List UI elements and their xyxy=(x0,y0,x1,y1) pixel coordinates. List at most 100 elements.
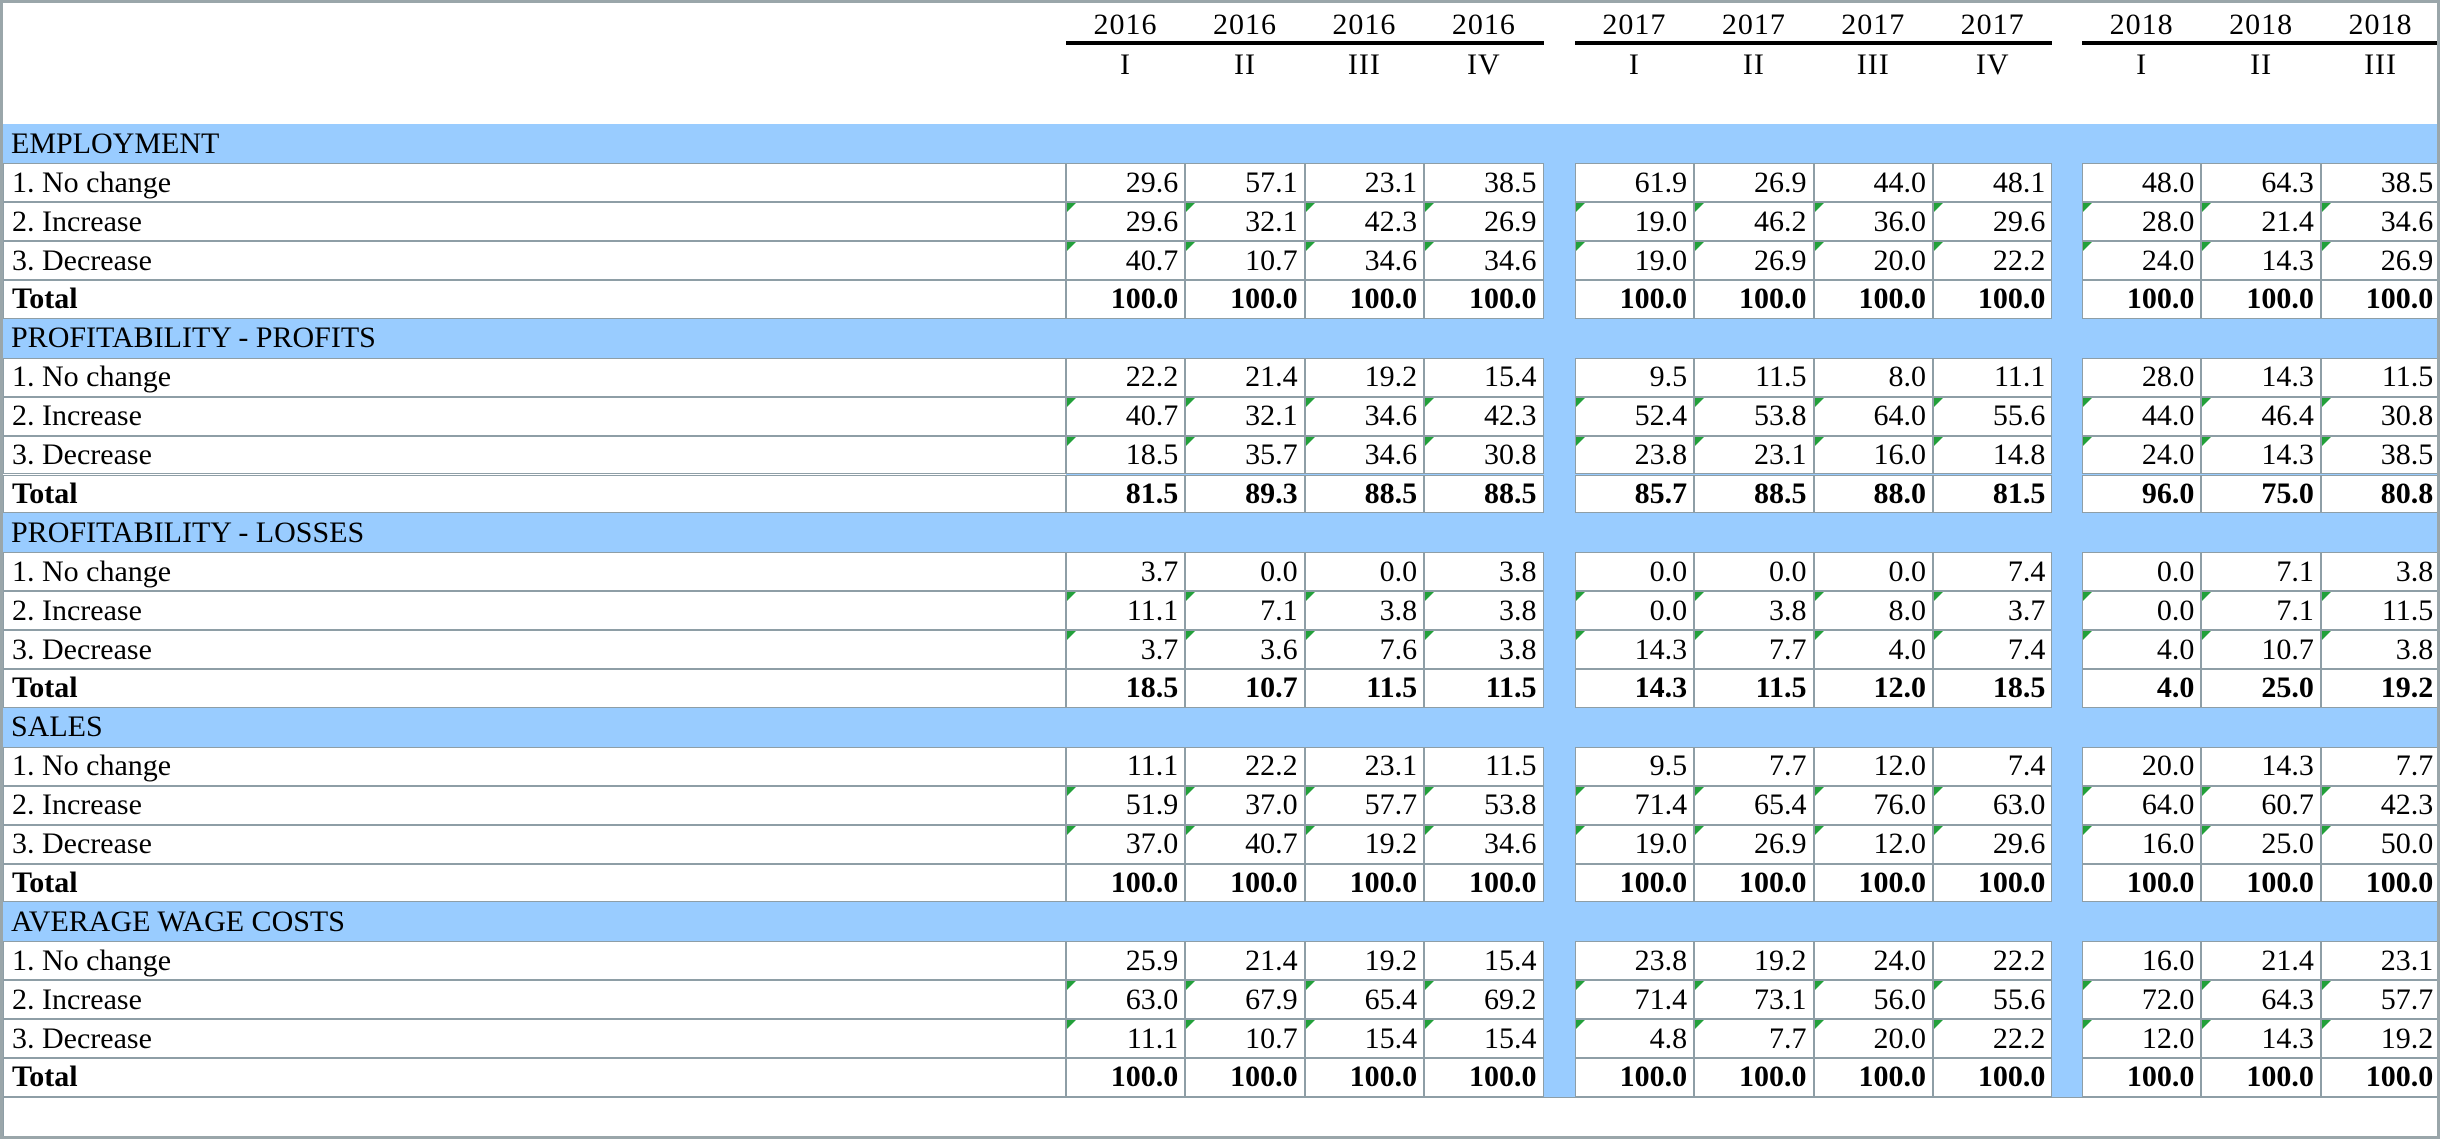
value-cell: 20.0 xyxy=(1813,1019,1933,1059)
value-cell: 23.8 xyxy=(1574,435,1695,475)
value-cell: 23.1 xyxy=(1304,746,1425,786)
value-cell: 19.0 xyxy=(1574,824,1695,864)
quarter-header: IV xyxy=(1467,48,1501,82)
value-cell: 76.0 xyxy=(1813,785,1933,825)
group-rule xyxy=(1574,41,2053,46)
value-cell: 29.6 xyxy=(1932,202,2053,242)
value-cell: 100.0 xyxy=(1813,863,1933,903)
value-cell: 11.5 xyxy=(1304,669,1425,708)
value-cell: 12.0 xyxy=(1813,669,1933,708)
value-cell: 64.0 xyxy=(1813,396,1933,436)
row-label: 3. Decrease xyxy=(3,435,1066,475)
value-cell: 20.0 xyxy=(2081,746,2202,786)
value-cell: 14.3 xyxy=(2201,1019,2321,1059)
row-label: 1. No change xyxy=(3,163,1066,203)
value-cell: 18.5 xyxy=(1065,669,1186,708)
value-cell: 100.0 xyxy=(2081,863,2202,903)
value-cell: 21.4 xyxy=(2201,202,2321,242)
value-cell: 24.0 xyxy=(1813,941,1933,981)
value-cell: 3.7 xyxy=(1065,552,1186,592)
value-cell: 15.4 xyxy=(1304,1019,1425,1059)
year-header: 2018 xyxy=(2229,7,2294,41)
value-cell: 22.2 xyxy=(1932,1019,2053,1059)
value-cell: 12.0 xyxy=(2081,1019,2202,1059)
value-cell: 40.7 xyxy=(1065,396,1186,436)
year-header: 2017 xyxy=(1721,7,1786,41)
value-cell: 38.5 xyxy=(1424,163,1544,203)
value-cell: 25.0 xyxy=(2201,669,2321,708)
value-cell: 100.0 xyxy=(1932,1058,2053,1097)
value-cell: 25.0 xyxy=(2201,824,2321,864)
value-cell: 100.0 xyxy=(1932,279,2053,319)
value-cell: 44.0 xyxy=(2081,396,2202,436)
year-header: 2016 xyxy=(1332,7,1397,41)
quarter-header: III xyxy=(1347,48,1381,82)
value-cell: 0.0 xyxy=(2081,552,2202,592)
value-cell: 10.7 xyxy=(1185,1019,1305,1059)
value-cell: 3.8 xyxy=(1424,630,1544,669)
value-cell: 29.6 xyxy=(1065,163,1186,203)
quarter-header: I xyxy=(2136,48,2148,82)
value-cell: 42.3 xyxy=(1424,396,1544,436)
value-cell: 3.8 xyxy=(2320,552,2437,592)
quarter-header: III xyxy=(1856,48,1890,82)
value-cell: 100.0 xyxy=(1932,863,2053,903)
value-cell: 35.7 xyxy=(1185,435,1305,475)
value-cell: 21.4 xyxy=(2201,941,2321,981)
value-cell: 7.4 xyxy=(1932,552,2053,592)
value-cell: 40.7 xyxy=(1065,241,1186,280)
value-cell: 88.5 xyxy=(1424,474,1544,514)
value-cell: 25.9 xyxy=(1065,941,1186,981)
value-cell: 34.6 xyxy=(1304,396,1425,436)
value-cell: 44.0 xyxy=(1813,163,1933,203)
value-cell: 14.3 xyxy=(1574,630,1695,669)
quarter-header: II xyxy=(2250,48,2273,82)
value-cell: 37.0 xyxy=(1065,824,1186,864)
value-cell: 28.0 xyxy=(2081,357,2202,397)
value-cell: 3.8 xyxy=(1304,591,1425,631)
value-cell: 34.6 xyxy=(1304,241,1425,280)
value-cell: 19.0 xyxy=(1574,241,1695,280)
value-cell: 11.1 xyxy=(1065,746,1186,786)
value-cell: 63.0 xyxy=(1065,980,1186,1020)
value-cell: 0.0 xyxy=(1574,591,1695,631)
value-cell: 51.9 xyxy=(1065,785,1186,825)
value-cell: 22.2 xyxy=(1185,746,1305,786)
value-cell: 22.2 xyxy=(1932,241,2053,280)
value-cell: 100.0 xyxy=(1694,1058,1814,1097)
row-label: 2. Increase xyxy=(3,785,1066,825)
value-cell: 4.0 xyxy=(1813,630,1933,669)
value-cell: 60.7 xyxy=(2201,785,2321,825)
value-cell: 57.1 xyxy=(1185,163,1305,203)
row-label: Total xyxy=(3,474,1066,514)
value-cell: 65.4 xyxy=(1694,785,1814,825)
value-cell: 85.7 xyxy=(1574,474,1695,514)
quarter-header: II xyxy=(1742,48,1765,82)
row-label: Total xyxy=(3,863,1066,903)
value-cell: 34.6 xyxy=(1304,435,1425,475)
value-cell: 9.5 xyxy=(1574,357,1695,397)
quarter-header: I xyxy=(1120,48,1132,82)
value-cell: 26.9 xyxy=(1424,202,1544,242)
value-cell: 16.0 xyxy=(2081,941,2202,981)
section-header: AVERAGE WAGE COSTS xyxy=(3,902,2437,942)
value-cell: 42.3 xyxy=(1304,202,1425,242)
value-cell: 89.3 xyxy=(1185,474,1305,514)
value-cell: 29.6 xyxy=(1932,824,2053,864)
value-cell: 23.1 xyxy=(2320,941,2437,981)
value-cell: 0.0 xyxy=(1304,552,1425,592)
value-cell: 14.3 xyxy=(2201,357,2321,397)
value-cell: 46.2 xyxy=(1694,202,1814,242)
value-cell: 7.4 xyxy=(1932,746,2053,786)
value-cell: 19.2 xyxy=(1694,941,1814,981)
value-cell: 100.0 xyxy=(1574,279,1695,319)
value-cell: 26.9 xyxy=(1694,824,1814,864)
value-cell: 100.0 xyxy=(1424,863,1544,903)
value-cell: 88.0 xyxy=(1813,474,1933,514)
year-header: 2016 xyxy=(1093,7,1158,41)
value-cell: 72.0 xyxy=(2081,980,2202,1020)
quarter-header: III xyxy=(2364,48,2398,82)
row-label: 3. Decrease xyxy=(3,241,1066,280)
value-cell: 65.4 xyxy=(1304,980,1425,1020)
